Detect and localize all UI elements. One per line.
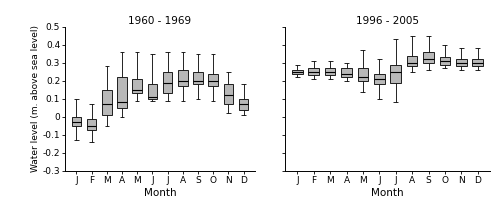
Bar	[193, 72, 203, 84]
Y-axis label: Water level (m. above sea level): Water level (m. above sea level)	[30, 25, 40, 172]
Bar	[374, 74, 384, 84]
Bar	[224, 84, 234, 104]
Bar	[424, 52, 434, 63]
Bar	[162, 72, 172, 94]
Bar	[472, 59, 483, 67]
Bar	[238, 99, 248, 110]
Bar	[86, 119, 97, 130]
Bar	[292, 70, 302, 74]
X-axis label: Month: Month	[371, 188, 404, 198]
Bar	[308, 68, 319, 75]
Bar	[390, 65, 401, 83]
Bar	[407, 56, 418, 67]
Bar	[325, 68, 336, 75]
Bar	[440, 57, 450, 65]
Title: 1960 - 1969: 1960 - 1969	[128, 16, 192, 26]
Bar	[342, 68, 351, 77]
Bar	[456, 59, 466, 67]
Bar	[132, 79, 142, 94]
Bar	[208, 74, 218, 86]
Bar	[178, 70, 188, 86]
Bar	[102, 90, 112, 115]
Bar	[117, 77, 127, 108]
X-axis label: Month: Month	[144, 188, 176, 198]
Bar	[148, 84, 158, 99]
Bar	[358, 68, 368, 81]
Title: 1996 - 2005: 1996 - 2005	[356, 16, 419, 26]
Bar	[72, 117, 82, 126]
